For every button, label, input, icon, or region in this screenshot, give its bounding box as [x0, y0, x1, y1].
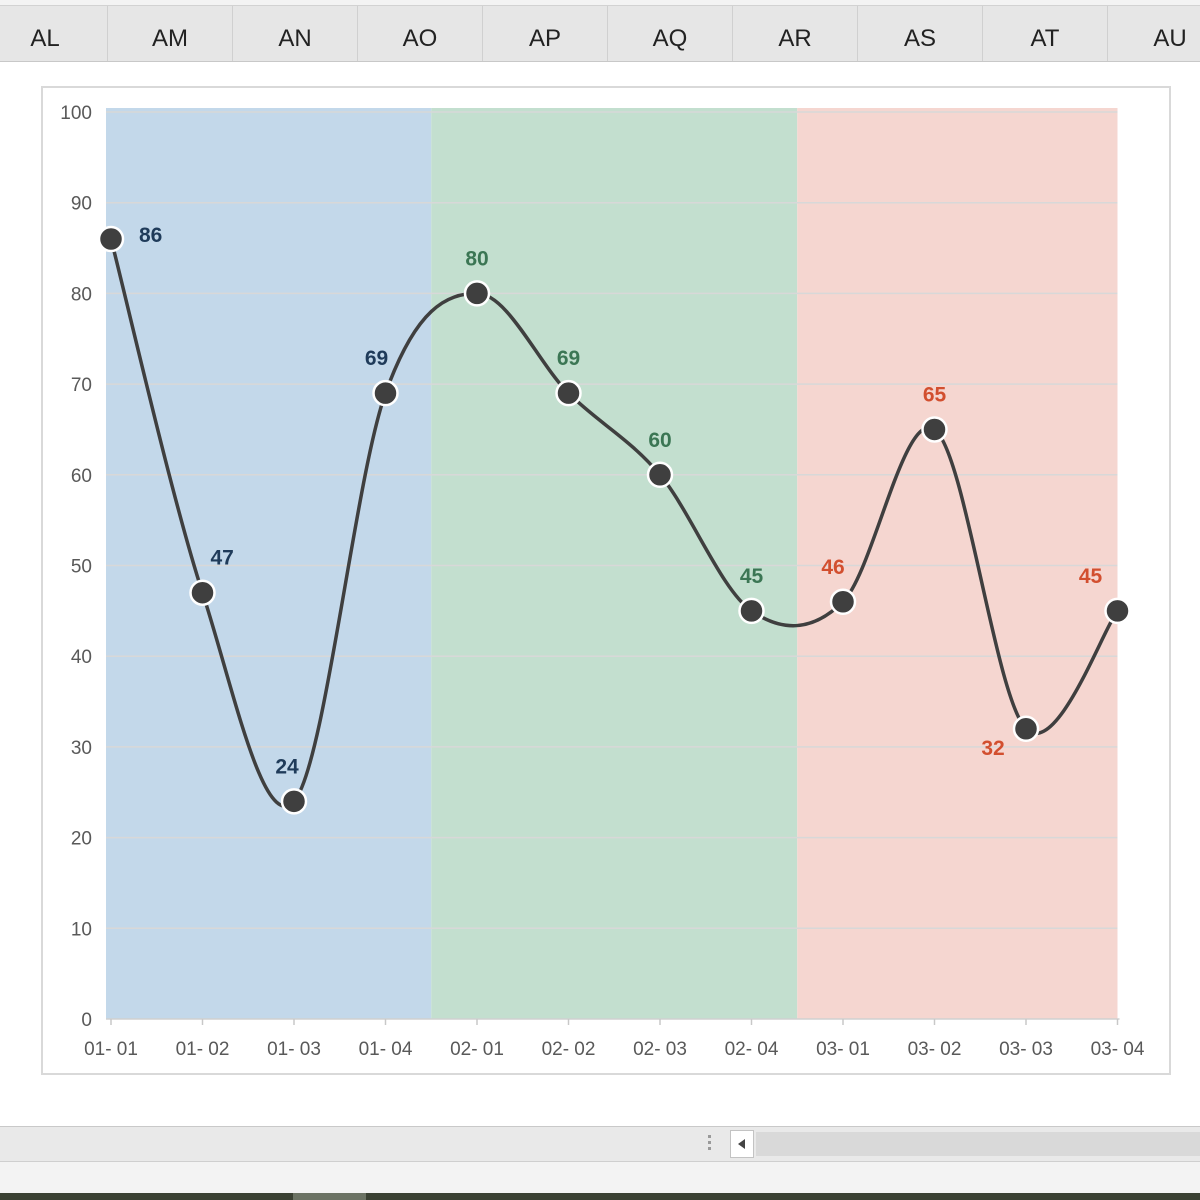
data-label: 60	[648, 429, 671, 452]
y-tick-label: 0	[81, 1010, 92, 1031]
column-header-bar: AL AM AN AO AP AQ AR AS AT AU	[0, 0, 1200, 62]
data-point-03-02	[921, 416, 948, 443]
data-labels: 86 47 24 69 80 69 60 45 46 65 32 45	[139, 224, 1102, 778]
horizontal-scrollbar[interactable]	[756, 1132, 1200, 1156]
chart-container[interactable]: 0 10 20 30 40 50 60 70 80 90 100 01- 01 01- 02 01- 0…	[41, 86, 1171, 1075]
data-point-02-01	[463, 280, 491, 307]
x-axis	[106, 1018, 1120, 1025]
column-header-at[interactable]: AT	[982, 6, 1107, 61]
data-label: 80	[465, 247, 488, 270]
column-header-ar[interactable]: AR	[732, 6, 857, 61]
column-header-al[interactable]: AL	[0, 6, 107, 61]
header-top-strip	[0, 0, 1200, 6]
column-header-ap[interactable]: AP	[482, 6, 607, 61]
data-label: 45	[1079, 565, 1103, 588]
data-label: 46	[821, 556, 844, 579]
data-point-01-03	[280, 788, 308, 815]
data-label: 69	[557, 347, 580, 370]
taskbar-active-item[interactable]	[293, 1193, 366, 1200]
data-point-01-04	[372, 379, 399, 407]
chevron-left-icon	[738, 1139, 745, 1149]
x-tick-label: 03- 01	[816, 1039, 870, 1060]
sheet-tab-bar	[0, 1126, 1200, 1162]
data-point-02-02	[555, 379, 582, 407]
x-tick-label: 03- 02	[908, 1039, 962, 1060]
x-tick-label: 01- 03	[267, 1039, 321, 1060]
band-3	[797, 108, 1118, 1019]
y-tick-label: 80	[71, 284, 92, 305]
data-point-01-01	[97, 225, 125, 253]
data-label: 65	[923, 383, 947, 406]
series-markers	[97, 225, 1131, 815]
y-tick-label: 30	[71, 738, 92, 759]
x-tick-label: 03- 03	[999, 1039, 1053, 1060]
x-tick-label: 01- 02	[176, 1039, 230, 1060]
column-header-am[interactable]: AM	[107, 6, 232, 61]
y-tick-label: 60	[71, 466, 92, 487]
data-point-01-02	[189, 579, 216, 606]
tab-split-grip-icon[interactable]	[706, 1135, 714, 1155]
column-header-an[interactable]: AN	[232, 6, 357, 61]
x-tick-label: 01- 04	[359, 1039, 413, 1060]
data-label: 24	[275, 755, 299, 778]
data-point-03-01	[829, 588, 857, 616]
band-2	[431, 108, 798, 1019]
gridlines	[106, 111, 1118, 930]
data-point-02-04	[738, 597, 765, 625]
column-header-aq[interactable]: AQ	[607, 6, 732, 61]
x-tick-label: 02- 01	[450, 1039, 504, 1060]
x-tick-label: 02- 04	[725, 1039, 779, 1060]
column-header-as[interactable]: AS	[857, 6, 982, 61]
y-tick-label: 20	[71, 829, 92, 850]
data-point-02-03	[646, 461, 674, 489]
x-axis-labels: 01- 01 01- 02 01- 03 01- 04 02- 01 02- 02 02- …	[84, 1039, 1145, 1060]
x-tick-label: 03- 04	[1091, 1039, 1145, 1060]
data-label: 47	[211, 547, 234, 570]
column-header-ao[interactable]: AO	[357, 6, 482, 61]
y-tick-label: 100	[60, 103, 92, 124]
data-point-03-03	[1012, 715, 1040, 743]
column-header-au[interactable]: AU	[1107, 6, 1200, 61]
data-label: 32	[981, 737, 1004, 760]
background-bands	[106, 108, 1118, 1019]
y-tick-label: 70	[71, 375, 92, 396]
y-tick-label: 50	[71, 557, 92, 578]
x-tick-label: 02- 03	[633, 1039, 687, 1060]
data-label: 86	[139, 224, 162, 247]
y-tick-label: 90	[71, 194, 92, 215]
data-point-03-04	[1104, 597, 1131, 625]
y-tick-label: 40	[71, 647, 92, 668]
x-tick-label: 01- 01	[84, 1039, 138, 1060]
y-tick-label: 10	[71, 919, 92, 940]
x-tick-label: 02- 02	[542, 1039, 596, 1060]
band-1	[106, 108, 432, 1019]
data-label: 45	[740, 565, 764, 588]
taskbar	[0, 1193, 1200, 1200]
status-bar	[0, 1162, 1200, 1193]
scroll-left-button[interactable]	[730, 1130, 754, 1158]
data-label: 69	[365, 347, 388, 370]
y-axis-labels: 0 10 20 30 40 50 60 70 80 90 100	[60, 103, 92, 1031]
